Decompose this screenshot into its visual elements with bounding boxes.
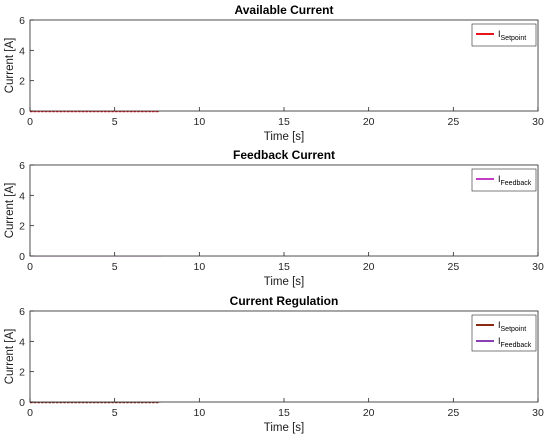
legend-box	[471, 168, 537, 192]
x-tick-label: 10	[193, 116, 205, 128]
legend-entry-sub: Feedback	[501, 180, 532, 187]
y-axis-label: Current [A]	[4, 183, 16, 239]
legend-entry-sub: Setpoint	[501, 35, 527, 42]
legend: IFeedback	[471, 168, 537, 192]
x-tick-label: 5	[112, 407, 118, 419]
x-tick-label: 25	[447, 261, 459, 273]
legend-entry-main: I	[498, 336, 501, 346]
legend-box	[471, 314, 537, 352]
legend-entry-sub: Feedback	[501, 342, 532, 349]
x-tick-label: 30	[532, 116, 544, 128]
x-axis-label: Time [s]	[264, 276, 304, 288]
x-tick-label: 0	[27, 407, 33, 419]
legend-entry-main: I	[498, 174, 501, 184]
chart-panel-3: 0 5 10 15 20 25 30 0 2 4 6 Current Regulation Time […	[4, 294, 544, 434]
legend-entry-main: I	[498, 29, 501, 39]
y-tick-label: 2	[19, 76, 25, 88]
chart-panel-1: 0 5 10 15 20 25 30 0 2 4 6 Available Current Time [s…	[4, 3, 544, 143]
x-tick-label: 30	[532, 407, 544, 419]
y-tick-label: 4	[19, 190, 25, 202]
x-tick-label: 5	[112, 261, 118, 273]
axes-frame	[29, 19, 539, 112]
y-tick-label: 2	[19, 221, 25, 233]
legend-entry-sub: Setpoint	[501, 326, 527, 333]
x-tick-label: 30	[532, 261, 544, 273]
axes-frame	[29, 164, 539, 257]
x-tick-label: 20	[363, 116, 375, 128]
y-tick-label: 4	[19, 45, 25, 57]
chart-title: Available Current	[235, 3, 334, 17]
y-axis-label: Current [A]	[4, 329, 16, 385]
x-axis-label: Time [s]	[264, 131, 304, 143]
chart-title: Current Regulation	[230, 294, 339, 308]
x-tick-label: 5	[112, 116, 118, 128]
legend-entry: IFeedback	[498, 336, 532, 349]
legend-entry-main: I	[498, 320, 501, 330]
y-tick-label: 0	[19, 251, 25, 263]
x-tick-label: 0	[27, 261, 33, 273]
legend-entry: ISetpoint	[498, 320, 526, 333]
y-tick-label: 6	[19, 15, 25, 27]
legend-entry: IFeedback	[498, 174, 532, 187]
y-tick-label: 0	[19, 397, 25, 409]
legend-box	[471, 23, 537, 47]
y-tick-label: 6	[19, 160, 25, 172]
x-tick-label: 10	[193, 407, 205, 419]
legend: ISetpoint	[471, 23, 537, 47]
x-tick-label: 10	[193, 261, 205, 273]
x-tick-label: 15	[278, 261, 290, 273]
legend-entry: ISetpoint	[498, 29, 526, 42]
x-tick-label: 25	[447, 116, 459, 128]
chart-title: Feedback Current	[233, 148, 335, 162]
x-tick-label: 15	[278, 407, 290, 419]
x-tick-label: 20	[363, 407, 375, 419]
y-axis-label: Current [A]	[4, 38, 16, 94]
y-tick-label: 2	[19, 367, 25, 379]
x-tick-label: 0	[27, 116, 33, 128]
x-tick-label: 25	[447, 407, 459, 419]
x-tick-label: 20	[363, 261, 375, 273]
y-tick-label: 6	[19, 306, 25, 318]
x-tick-label: 15	[278, 116, 290, 128]
chart-panel-2: 0 5 10 15 20 25 30 0 2 4 6 Feedback Current Time [s]…	[4, 148, 544, 288]
y-tick-label: 0	[19, 106, 25, 118]
y-tick-label: 4	[19, 336, 25, 348]
axes-frame	[29, 310, 539, 403]
x-axis-label: Time [s]	[264, 422, 304, 434]
